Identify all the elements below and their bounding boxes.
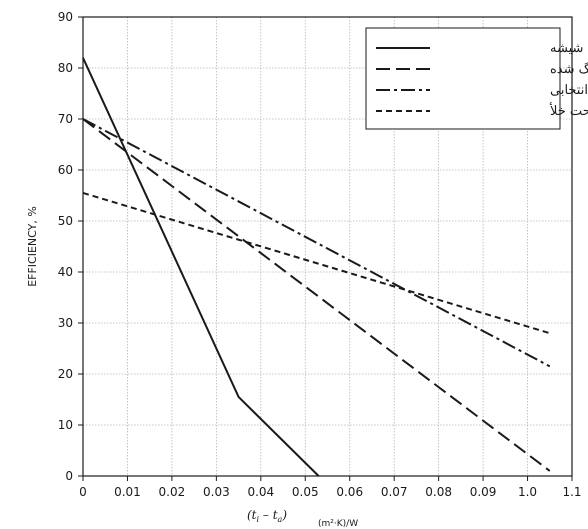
legend-box bbox=[365, 27, 561, 130]
series-lines bbox=[82, 57, 551, 477]
x-tick-label: 0.06 bbox=[336, 485, 363, 499]
y-tick-label: 60 bbox=[58, 163, 73, 177]
y-tick-label: 40 bbox=[58, 265, 73, 279]
x-axis-label-part: – t bbox=[259, 508, 278, 522]
legend: بدون شیشه رنگ شده پوشش انتخابی تحت خلأ bbox=[365, 27, 588, 130]
y-tick-label: 20 bbox=[58, 367, 73, 381]
series-line bbox=[82, 191, 551, 335]
y-tick-label: 90 bbox=[58, 10, 73, 24]
x-axis-label-subscript: a bbox=[278, 515, 283, 524]
y-tick-label: 0 bbox=[65, 469, 73, 483]
x-axis-ticks: 0 0.01 0.02 0.03 0.04 0.05 0.06 0.07 0.08 0.09 1.0… bbox=[79, 476, 582, 499]
y-tick-label: 50 bbox=[58, 214, 73, 228]
x-tick-label: 0.03 bbox=[203, 485, 230, 499]
series-line bbox=[82, 118, 551, 472]
y-tick-label: 80 bbox=[58, 61, 73, 75]
y-tick-label: 70 bbox=[58, 112, 73, 126]
x-tick-label: 0.04 bbox=[247, 485, 274, 499]
series-line bbox=[82, 57, 320, 477]
x-tick-label: 1.1 bbox=[562, 485, 581, 499]
y-axis-ticks: 0 10 20 30 40 50 60 70 80 90 bbox=[58, 10, 83, 483]
plot-frame bbox=[82, 16, 573, 477]
x-tick-label: 1.0 bbox=[518, 485, 537, 499]
x-tick-label: 0.09 bbox=[470, 485, 497, 499]
y-tick-label: 30 bbox=[58, 316, 73, 330]
x-axis-label-part: (t bbox=[247, 508, 257, 522]
y-tick-label: 10 bbox=[58, 418, 73, 432]
legend-label: تحت خلأ bbox=[549, 102, 588, 119]
x-tick-label: 0.07 bbox=[381, 485, 408, 499]
legend-label: پوشش انتخابی bbox=[550, 83, 588, 98]
legend-items: بدون شیشه رنگ شده پوشش انتخابی تحت خلأ bbox=[376, 41, 588, 119]
x-axis-label-unit: (m²·K)/W bbox=[318, 519, 358, 529]
x-tick-label: 0.02 bbox=[159, 485, 186, 499]
legend-label: بدون شیشه bbox=[550, 41, 588, 56]
x-axis-label-part: ) bbox=[281, 508, 287, 522]
x-tick-label: 0 bbox=[79, 485, 87, 499]
x-axis-label-subscript: i bbox=[257, 515, 260, 524]
x-axis-label: (ti – ta) (m²·K)/W bbox=[247, 508, 358, 529]
y-axis-label: EFFICIENCY, % bbox=[26, 206, 39, 287]
x-tick-label: 0.01 bbox=[114, 485, 141, 499]
series-line bbox=[82, 118, 551, 368]
x-tick-label: 0.08 bbox=[425, 485, 452, 499]
legend-label: رنگ شده bbox=[550, 61, 588, 77]
x-axis-label-expression: (ti – ta) bbox=[247, 508, 287, 524]
x-tick-label: 0.05 bbox=[292, 485, 319, 499]
